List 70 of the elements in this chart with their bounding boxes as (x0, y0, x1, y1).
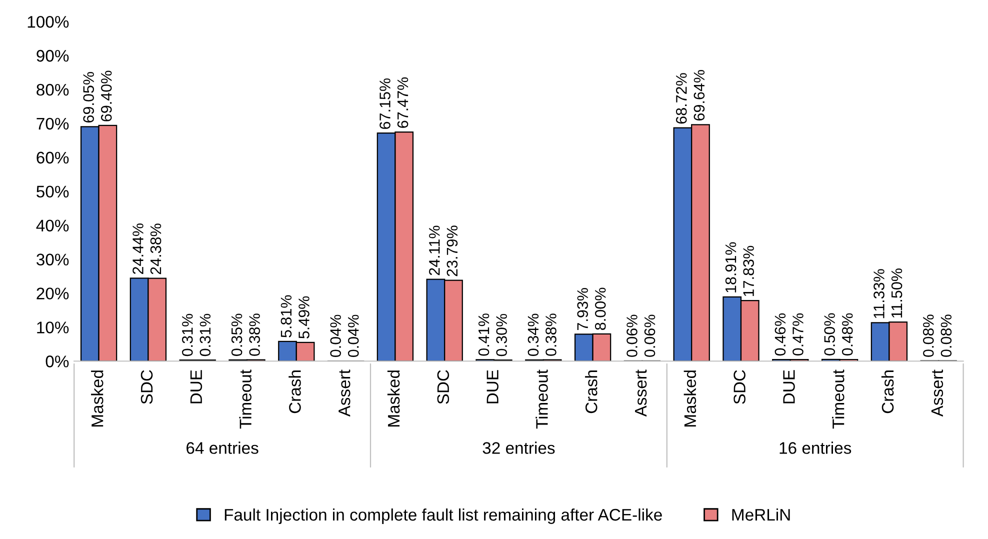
data-label: 17.83% (743, 246, 754, 296)
x-tick-label: SDC (734, 370, 746, 404)
y-tick-label: 100% (28, 16, 69, 28)
x-tick-label: Timeout (832, 370, 844, 429)
data-label: 0.06% (644, 314, 656, 357)
data-label: 0.38% (249, 314, 260, 356)
data-label: 0.35% (231, 314, 242, 356)
data-label: 7.93% (577, 288, 588, 330)
data-label: 0.08% (922, 314, 934, 357)
y-tick-label: 20% (36, 288, 69, 300)
data-label: 5.49% (298, 296, 310, 338)
data-label: 68.72% (676, 73, 687, 124)
data-label: 24.38% (150, 224, 162, 274)
data-label: 0.08% (940, 314, 952, 357)
data-label: 0.41% (478, 314, 490, 356)
y-tick-label: 70% (36, 118, 69, 130)
y-tick-label: 40% (36, 220, 69, 232)
y-tick-label: 50% (36, 186, 69, 198)
x-tick-label: Crash (585, 370, 598, 414)
data-label: 5.81% (280, 295, 292, 338)
y-tick-label: 90% (36, 50, 69, 62)
data-label: 11.33% (874, 269, 884, 318)
data-label: 11.50% (891, 268, 902, 318)
x-tick-label: DUE (190, 370, 202, 404)
data-label: 8.00% (594, 288, 606, 330)
data-label: 67.47% (397, 77, 408, 128)
data-label: 0.06% (626, 314, 638, 357)
data-label: 0.04% (330, 314, 342, 357)
text: 32 entries (482, 442, 555, 454)
y-tick-label: 80% (36, 84, 69, 96)
x-tick-label: SDC (140, 370, 153, 404)
data-label: 24.44% (132, 223, 144, 274)
data-label: 0.48% (842, 313, 853, 356)
x-tick-label: Assert (338, 370, 350, 417)
data-label: 23.79% (446, 226, 458, 276)
data-label: 0.47% (792, 313, 804, 356)
data-label: 0.34% (528, 314, 539, 356)
y-tick-label: 10% (37, 322, 69, 334)
data-label: 0.46% (774, 313, 786, 356)
text: 16 entries (780, 442, 852, 454)
data-label: 0.04% (348, 314, 359, 357)
x-tick-label: Masked (684, 370, 696, 426)
data-label: 67.15% (380, 78, 390, 129)
data-label: 0.38% (546, 314, 556, 356)
data-label: 69.05% (83, 72, 94, 122)
x-tick-label: Timeout (536, 370, 548, 429)
y-tick-label: 30% (36, 254, 69, 266)
legend-label: Fault Injection in complete fault list remaining after ACE-like (224, 508, 662, 524)
x-tick-label: Assert (931, 370, 944, 417)
data-label: 69.64% (694, 70, 705, 120)
x-tick-label: Crash (881, 370, 894, 414)
x-tick-label: Masked (91, 370, 104, 426)
x-tick-label: SDC (437, 370, 450, 404)
data-label: 0.50% (824, 313, 836, 356)
data-label: 69.40% (100, 70, 112, 122)
x-tick-label: DUE (486, 370, 498, 404)
y-tick-label: 0% (46, 356, 69, 368)
data-label: 18.91% (725, 242, 736, 292)
data-label: 0.31% (200, 314, 211, 356)
text: 64 entries (186, 442, 258, 454)
y-tick-label: 60% (36, 152, 69, 164)
x-tick-label: DUE (783, 370, 795, 404)
x-tick-label: Timeout (239, 370, 252, 429)
legend-label: MeRLiN (732, 508, 790, 521)
x-tick-label: Masked (387, 370, 400, 426)
data-label: 24.11% (428, 226, 440, 276)
data-label: 0.30% (496, 314, 507, 356)
x-tick-label: Crash (288, 370, 301, 414)
data-label: 0.31% (182, 314, 193, 356)
x-tick-label: Assert (635, 370, 647, 417)
